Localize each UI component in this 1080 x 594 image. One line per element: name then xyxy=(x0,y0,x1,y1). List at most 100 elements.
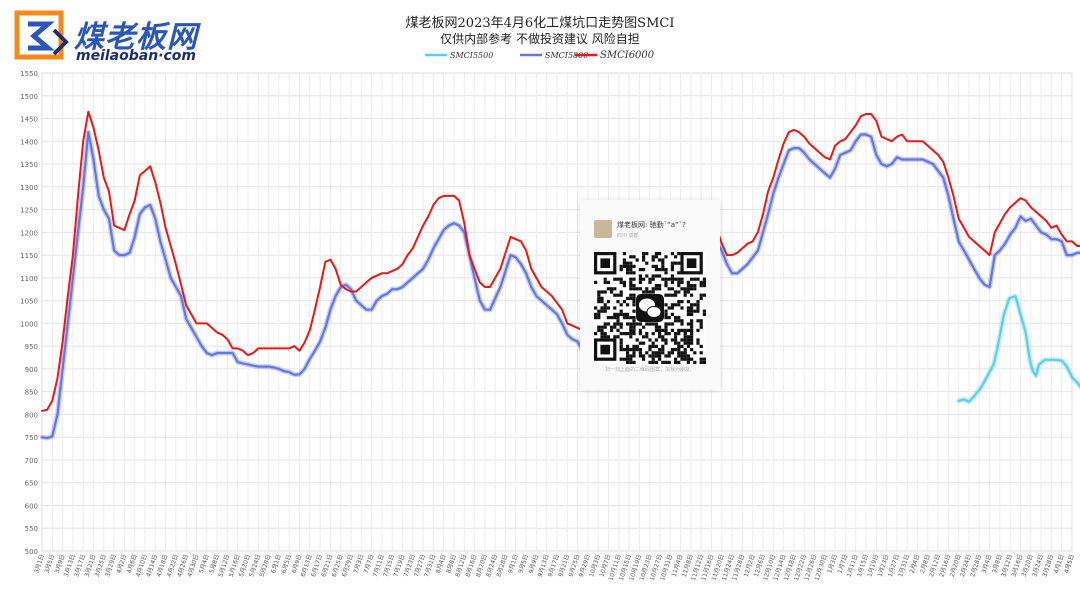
qr-module xyxy=(674,348,678,352)
qr-module xyxy=(658,328,662,332)
qr-module xyxy=(613,335,617,339)
qr-module xyxy=(702,284,706,288)
qr-module xyxy=(642,258,646,262)
qr-module xyxy=(642,341,646,345)
qr-module xyxy=(654,284,658,288)
qr-module xyxy=(622,264,626,268)
series-line-smci5500 xyxy=(957,295,1080,403)
qr-module xyxy=(702,312,706,316)
qr-module xyxy=(638,274,642,278)
qr-module xyxy=(686,280,690,284)
qr-module xyxy=(690,303,694,307)
qr-module xyxy=(613,306,617,310)
qr-module xyxy=(645,290,649,294)
qr-module xyxy=(622,258,626,262)
qr-module xyxy=(632,277,636,281)
qr-module xyxy=(619,338,623,342)
qr-module xyxy=(677,360,681,364)
y-tick-label: 600 xyxy=(25,502,38,510)
qr-module xyxy=(638,268,642,272)
y-tick-label: 1000 xyxy=(20,320,38,328)
qr-module xyxy=(677,341,681,345)
qr-module xyxy=(600,332,604,336)
qr-module xyxy=(619,322,623,326)
qr-module xyxy=(626,322,630,326)
qr-module xyxy=(613,287,617,291)
qr-module xyxy=(677,300,681,304)
qr-module xyxy=(686,300,690,304)
qr-module xyxy=(629,255,633,259)
brand-logo-mark xyxy=(14,10,69,60)
qr-module xyxy=(686,290,690,294)
qr-module xyxy=(674,290,678,294)
qr-module xyxy=(686,357,690,361)
plot-border xyxy=(41,72,1073,552)
qr-module xyxy=(654,351,658,355)
qr-module xyxy=(670,351,674,355)
qr-module xyxy=(638,351,642,355)
qr-module xyxy=(600,335,604,339)
qr-module xyxy=(661,258,665,262)
legend-label: SMCI5800 xyxy=(545,51,588,60)
qr-module xyxy=(693,284,697,288)
qr-module xyxy=(619,325,623,329)
qr-module xyxy=(597,312,601,316)
qr-module xyxy=(690,284,694,288)
qr-module xyxy=(597,296,601,300)
series-layer xyxy=(39,110,1080,441)
qr-module xyxy=(638,328,642,332)
qr-module xyxy=(597,316,601,320)
qr-module xyxy=(651,360,655,364)
qr-module xyxy=(632,316,636,320)
y-tick-label: 1350 xyxy=(20,161,38,169)
qr-module xyxy=(664,360,668,364)
qr-module xyxy=(696,309,700,313)
qr-module xyxy=(667,360,671,364)
qr-module xyxy=(680,319,684,323)
qr-module xyxy=(600,328,604,332)
qr-module xyxy=(597,309,601,313)
qr-module xyxy=(661,351,665,355)
qr-module xyxy=(632,325,636,329)
qr-module xyxy=(690,277,694,281)
qr-module xyxy=(642,277,646,281)
y-tick-label: 500 xyxy=(25,548,38,556)
qr-module xyxy=(696,300,700,304)
qr-module xyxy=(654,325,658,329)
qr-module xyxy=(622,284,626,288)
qr-module xyxy=(664,271,668,275)
qr-module xyxy=(635,287,639,291)
qr-module xyxy=(683,351,687,355)
qr-module xyxy=(600,290,604,294)
qr-module xyxy=(645,322,649,326)
qr-module xyxy=(664,293,668,297)
qr-module xyxy=(626,264,630,268)
qr-module xyxy=(613,293,617,297)
qr-module xyxy=(651,332,655,336)
qr-module xyxy=(654,344,658,348)
qr-account-name: 煤老板网: 驰勤ˇ“a”ˇ? xyxy=(617,221,686,229)
qr-module xyxy=(686,338,690,342)
qr-module xyxy=(670,252,674,256)
qr-module xyxy=(686,335,690,339)
y-tick-label: 1200 xyxy=(20,229,38,237)
qr-module xyxy=(683,335,687,339)
qr-module xyxy=(693,351,697,355)
qr-module xyxy=(619,293,623,297)
qr-module xyxy=(696,277,700,281)
qr-module xyxy=(626,351,630,355)
qr-module xyxy=(674,255,678,259)
grid-layer xyxy=(41,72,1073,552)
qr-module xyxy=(658,351,662,355)
qr-module xyxy=(664,325,668,329)
qr-module xyxy=(619,341,623,345)
qr-module xyxy=(651,258,655,262)
qr-module xyxy=(632,303,636,307)
qr-module xyxy=(661,261,665,265)
qr-module xyxy=(690,325,694,329)
qr-module xyxy=(619,264,623,268)
qr-module xyxy=(680,300,684,304)
qr-module xyxy=(606,300,610,304)
qr-module xyxy=(651,255,655,259)
